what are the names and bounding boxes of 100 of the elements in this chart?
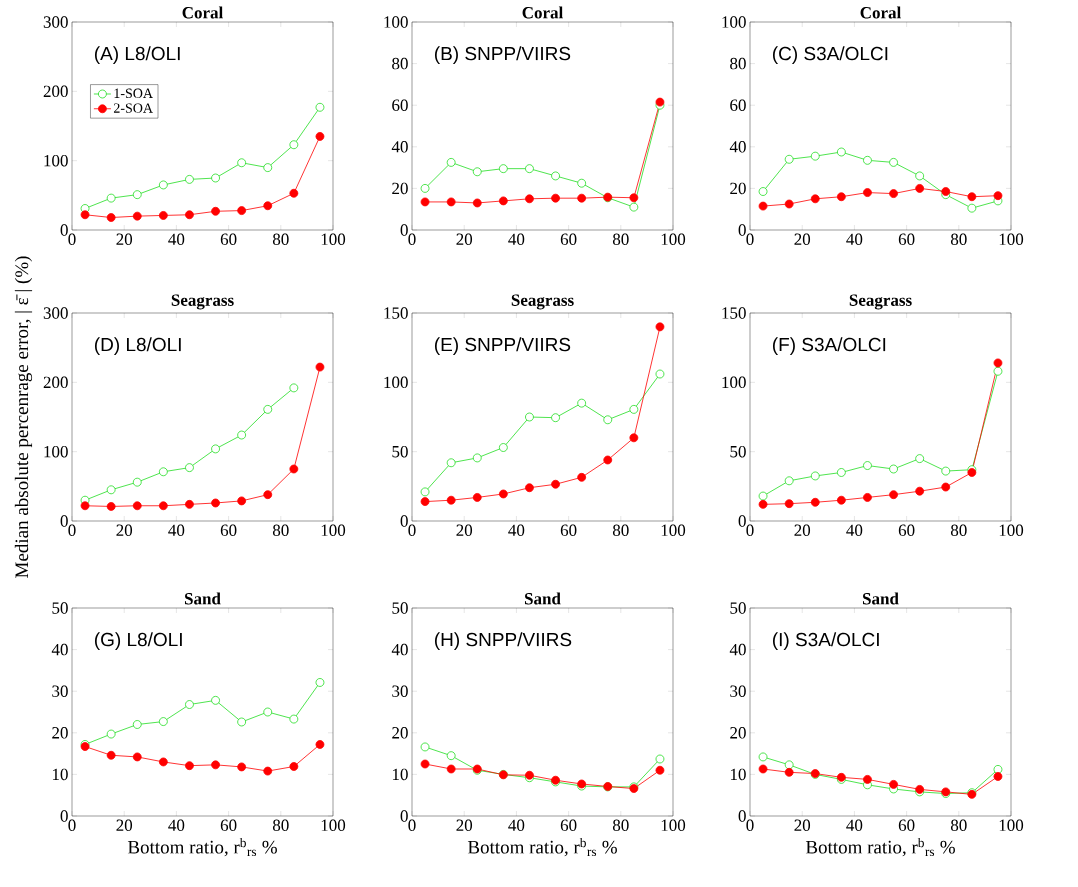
y-tick-label: 300 [43, 307, 68, 319]
y-tick-label: 100 [722, 16, 746, 28]
x-tick-label: 60 [560, 819, 577, 832]
x-tick-label: 40 [846, 819, 863, 832]
y-tick-label: 80 [730, 57, 746, 70]
chart-title: Coral [522, 6, 563, 19]
y-tick-label: 0 [738, 810, 746, 822]
y-tick-label: 60 [730, 99, 746, 111]
y-tick-label: 150 [722, 307, 746, 319]
y-tick-label: 40 [729, 141, 746, 153]
x-tick-label: 40 [508, 819, 525, 832]
x-tick-label: 100 [661, 524, 686, 537]
y-tick-label: 100 [44, 445, 68, 458]
legend-label: 1-SOA [114, 88, 153, 99]
y-tick-label: 50 [730, 602, 746, 614]
y-tick-label: 20 [730, 182, 746, 195]
x-tick-label: 0 [408, 233, 416, 246]
y-tick-label: 0 [738, 224, 746, 236]
y-tick-label: 40 [391, 643, 408, 656]
x-tick-label: 60 [220, 233, 237, 246]
y-tick-label: 0 [400, 810, 408, 822]
chart-title: Seagrass [511, 294, 574, 310]
x-tick-label: 20 [794, 819, 811, 832]
y-tick-label: 40 [391, 141, 408, 153]
y-tick-label: 50 [730, 445, 746, 458]
x-tick-label: 40 [846, 233, 863, 246]
x-tick-label: 80 [272, 524, 289, 537]
x-tick-label: 100 [321, 233, 346, 246]
x-tick-label: 100 [661, 819, 686, 832]
y-tick-label: 0 [738, 515, 746, 527]
x-tick-label: 80 [950, 524, 967, 537]
x-tick-label: 100 [321, 819, 346, 832]
annotation: (C) S3A/OLCI [772, 46, 888, 65]
chart-title: Seagrass [171, 294, 234, 310]
x-tick-label: 100 [321, 524, 346, 537]
y-tick-label: 50 [392, 602, 408, 614]
chart-title: Sand [184, 592, 221, 605]
x-tick-label: 0 [746, 233, 754, 246]
x-tick-label: 80 [272, 233, 289, 246]
annotation: (A) L8/OLI [94, 46, 180, 65]
y-tick-label: 200 [43, 376, 68, 389]
x-tick-label: 100 [999, 233, 1024, 246]
y-tick-label: 0 [60, 224, 68, 236]
x-tick-label: 80 [950, 233, 967, 246]
annotation: (D) L8/OLI [94, 337, 181, 356]
x-tick-label: 0 [68, 233, 76, 246]
y-tick-label: 150 [384, 307, 408, 319]
x-tick-label: 40 [846, 524, 863, 537]
y-tick-label: 0 [400, 515, 408, 527]
annotation: (H) SNPP/VIIRS [434, 632, 572, 651]
y-tick-label: 30 [730, 685, 746, 697]
y-tick-label: 30 [392, 685, 408, 697]
y-tick-label: 20 [52, 727, 68, 739]
x-tick-label: 40 [168, 233, 185, 246]
y-tick-label: 10 [52, 768, 68, 781]
y-tick-label: 50 [52, 602, 68, 614]
x-tick-label: 60 [220, 524, 237, 537]
x-tick-label: 60 [898, 233, 915, 246]
x-tick-label: 40 [508, 524, 525, 537]
x-tick-label: 40 [508, 233, 525, 246]
x-tick-label: 20 [116, 233, 133, 246]
chart-title: Coral [182, 6, 223, 19]
y-tick-label: 80 [392, 57, 408, 70]
x-tick-label: 20 [456, 233, 473, 246]
x-axis-title: Bottom ratio, r$^{b}$$_{rs}$ % [467, 837, 617, 857]
annotation: (E) SNPP/VIIRS [434, 337, 571, 356]
y-tick-label: 100 [384, 376, 408, 389]
x-tick-label: 100 [661, 233, 686, 246]
y-tick-label: 100 [722, 376, 746, 389]
x-tick-label: 40 [168, 524, 185, 537]
x-tick-label: 40 [168, 819, 185, 832]
x-tick-label: 60 [898, 524, 915, 537]
x-tick-label: 20 [456, 524, 473, 537]
x-tick-label: 80 [950, 819, 967, 832]
annotation: (B) SNPP/VIIRS [434, 46, 571, 65]
x-tick-label: 20 [794, 524, 811, 537]
x-tick-label: 60 [898, 819, 915, 832]
x-tick-label: 60 [560, 524, 577, 537]
y-tick-label: 50 [392, 445, 408, 458]
chart-title: Coral [860, 6, 901, 19]
y-tick-label: 20 [392, 182, 408, 195]
x-tick-label: 60 [220, 819, 237, 832]
x-tick-label: 100 [999, 524, 1024, 537]
annotation: (I) S3A/OLCI [772, 632, 879, 651]
annotation: (F) S3A/OLCI [772, 337, 886, 356]
y-tick-label: 10 [730, 768, 746, 781]
y-tick-label: 0 [60, 810, 68, 822]
x-tick-label: 0 [408, 819, 416, 832]
y-tick-label: 40 [51, 643, 68, 656]
legend-label: 2-SOA [113, 103, 153, 113]
x-tick-label: 80 [272, 819, 289, 832]
x-tick-label: 80 [612, 233, 629, 246]
x-axis-title: Bottom ratio, r$^{b}$$_{rs}$ % [805, 837, 955, 857]
x-tick-label: 0 [746, 524, 754, 537]
x-tick-label: 0 [68, 524, 76, 537]
x-tick-label: 60 [560, 233, 577, 246]
x-tick-label: 0 [746, 819, 754, 832]
x-tick-label: 20 [794, 233, 811, 246]
x-tick-label: 0 [68, 819, 76, 832]
y-tick-label: 20 [392, 727, 408, 739]
